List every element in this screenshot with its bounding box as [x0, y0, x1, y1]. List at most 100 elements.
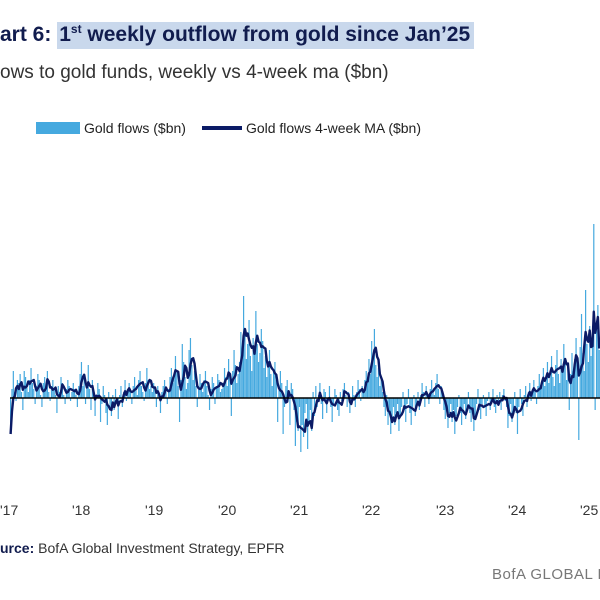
bar [67, 380, 69, 398]
bar [302, 398, 305, 437]
bar [184, 377, 186, 398]
bar [272, 371, 275, 398]
bar [465, 398, 467, 419]
bar [583, 371, 585, 398]
bar [352, 386, 354, 398]
bar [548, 383, 550, 398]
bar [549, 371, 551, 398]
bar [481, 398, 483, 404]
bar [114, 389, 117, 398]
bar [22, 398, 24, 410]
bar [572, 371, 574, 398]
bar [178, 398, 181, 422]
bar [463, 398, 465, 404]
bar [274, 362, 276, 398]
bar [530, 398, 532, 401]
bar [74, 389, 76, 398]
bar [545, 377, 547, 398]
bar [56, 398, 58, 413]
bar [555, 365, 557, 398]
bar [256, 344, 258, 398]
x-tick-label: '22 [362, 502, 380, 518]
bar [497, 398, 500, 404]
bar [345, 395, 347, 398]
bar [253, 350, 256, 398]
bar [433, 395, 435, 398]
x-tick-label: '19 [145, 502, 163, 518]
bar [413, 395, 415, 398]
bar [143, 398, 145, 401]
bar [501, 395, 504, 398]
bar [395, 398, 397, 413]
bar [470, 398, 472, 422]
bar [234, 365, 237, 398]
bar [117, 398, 119, 419]
bar [518, 398, 520, 407]
bar [338, 398, 340, 416]
bar [203, 380, 205, 398]
bar [300, 398, 302, 452]
bar [232, 371, 234, 398]
bar [486, 398, 489, 401]
bar [35, 386, 38, 398]
bar [82, 386, 84, 398]
bar [226, 386, 228, 398]
bar [90, 398, 92, 410]
bar [570, 374, 572, 398]
bar [474, 398, 476, 416]
bar [18, 383, 20, 398]
bar [151, 392, 153, 398]
bar [142, 392, 144, 398]
bar [219, 392, 222, 398]
bar [550, 356, 553, 398]
legend-swatch-line [201, 126, 242, 130]
bar [565, 380, 568, 398]
bar [354, 398, 356, 407]
bar [409, 398, 411, 413]
bar [461, 398, 463, 425]
x-tick-label: '17 [0, 502, 18, 518]
bar [396, 398, 399, 404]
bar [319, 383, 321, 398]
bar [195, 386, 197, 398]
bar [466, 398, 468, 407]
bar [230, 398, 232, 416]
bar [271, 386, 273, 398]
bar [386, 395, 388, 398]
bar [417, 392, 419, 398]
bar [283, 398, 286, 407]
bofa-watermark: BofA GLOBAL R [492, 566, 600, 583]
bar [514, 392, 516, 398]
bar [311, 398, 313, 431]
bar [57, 386, 59, 398]
bar [236, 383, 238, 398]
bar [575, 338, 577, 398]
bar [146, 368, 148, 398]
bar [102, 386, 104, 398]
bar [326, 398, 328, 413]
bar [120, 386, 122, 398]
bar [411, 398, 414, 407]
bar [503, 389, 505, 398]
bar [101, 398, 103, 404]
bar [176, 371, 178, 398]
bar [455, 398, 457, 416]
bar [301, 398, 303, 425]
bar [257, 362, 260, 398]
bar [211, 377, 213, 398]
bar [131, 398, 133, 404]
bar [99, 398, 102, 422]
bar [247, 344, 249, 398]
bar [379, 386, 381, 398]
bar [529, 383, 531, 398]
bar [500, 398, 502, 410]
bar [177, 386, 179, 398]
bar [456, 398, 459, 407]
bar [450, 398, 452, 404]
bar [552, 377, 554, 398]
bar [591, 341, 594, 398]
bar [467, 392, 470, 398]
bar [255, 311, 257, 398]
bar [576, 365, 579, 398]
bar [289, 398, 291, 425]
